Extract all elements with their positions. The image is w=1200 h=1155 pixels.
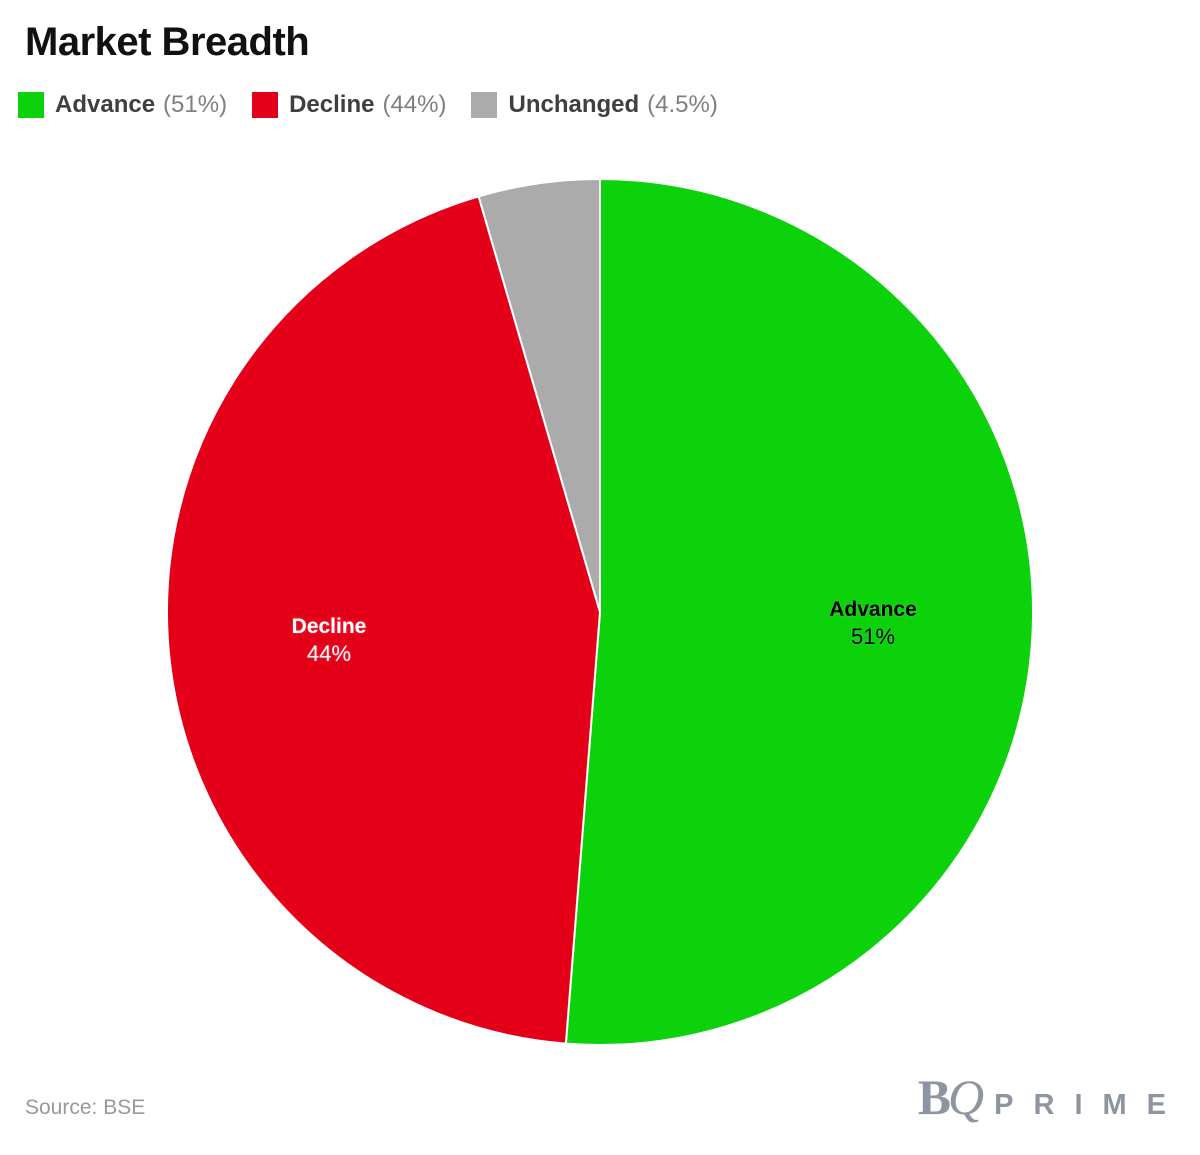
logo-letter-q: Q	[948, 1069, 985, 1125]
legend-item-decline[interactable]: Decline (44%)	[252, 91, 446, 119]
legend-item-unchanged[interactable]: Unchanged (4.5%)	[471, 91, 718, 119]
pie-slice-decline[interactable]	[166, 195, 602, 1045]
legend: Advance (51%) Decline (44%) Unchanged (4.5%)	[18, 91, 718, 119]
pie-slice-advance[interactable]	[564, 177, 1034, 1046]
legend-value-decline: (44%)	[382, 91, 447, 118]
chart-title: Market Breadth	[25, 20, 310, 64]
pie-svg	[166, 177, 1034, 1046]
legend-swatch-decline	[252, 92, 279, 118]
legend-label-unchanged: Unchanged	[508, 91, 640, 118]
legend-item-advance[interactable]: Advance (51%)	[18, 91, 227, 119]
pie-slice-unchanged[interactable]	[477, 177, 601, 613]
legend-value-advance: (51%)	[163, 91, 228, 118]
logo-prime-text: PRIME	[994, 1089, 1186, 1121]
legend-swatch-advance	[18, 92, 44, 118]
legend-label-decline: Decline	[289, 91, 375, 118]
legend-swatch-unchanged	[471, 92, 498, 118]
legend-label-advance: Advance	[55, 91, 156, 118]
pie-chart: Advance 51% Decline 44%	[165, 177, 1035, 1047]
legend-value-unchanged: (4.5%)	[647, 91, 718, 118]
source-text: Source: BSE	[25, 1096, 146, 1119]
logo-letter-b: B	[917, 1069, 952, 1125]
bqprime-logo: B Q PRIME	[918, 1072, 1186, 1122]
